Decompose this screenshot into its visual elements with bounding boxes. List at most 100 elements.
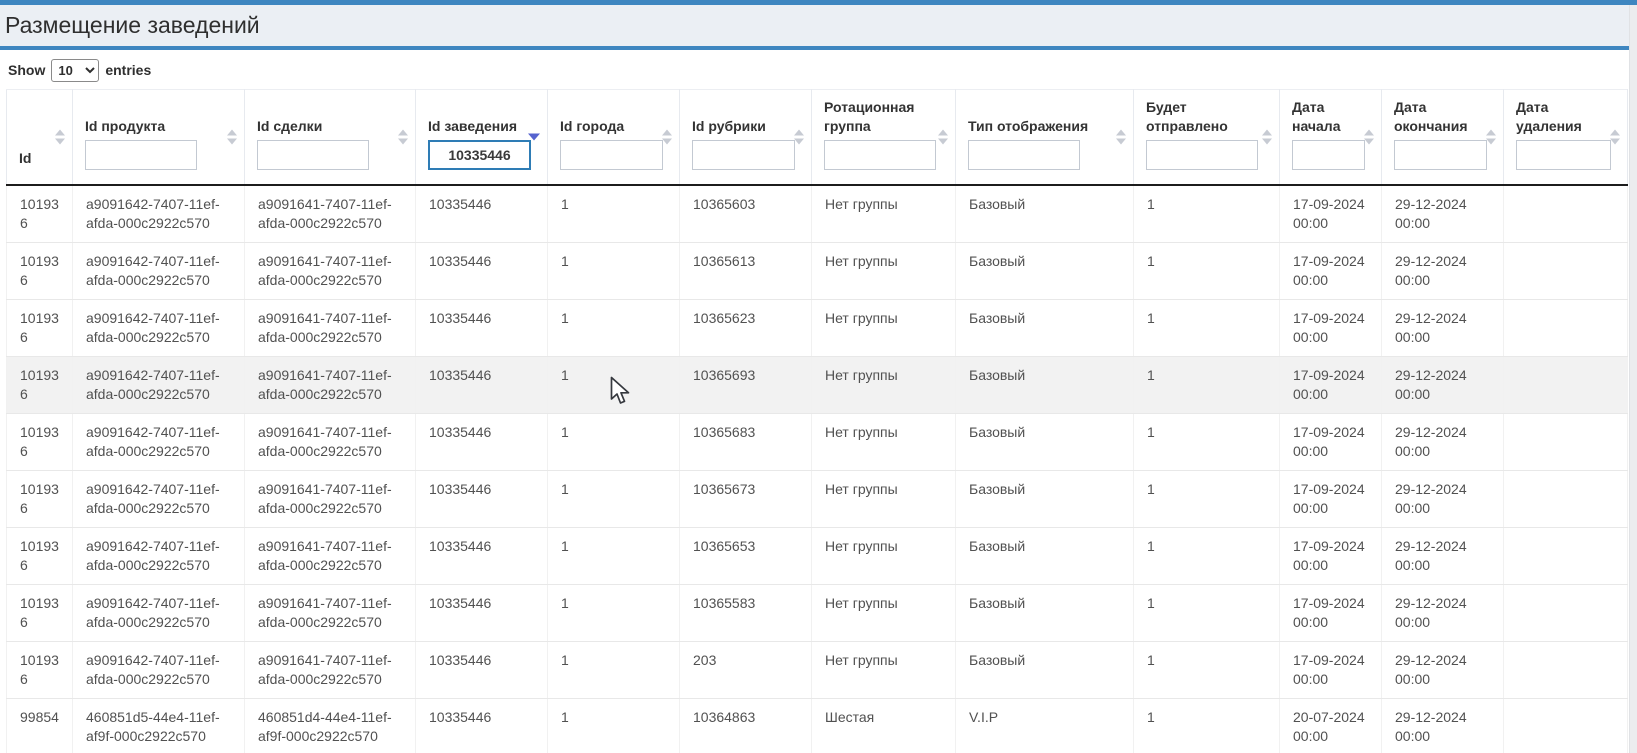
- cell-r7-c11: [1503, 584, 1628, 643]
- cell-r1-c2: a9091641-7407-11ef-afda-000c2922c570: [244, 242, 416, 301]
- cell-r2-c6: Нет группы: [811, 299, 956, 358]
- cell-r7-c7: Базовый: [955, 584, 1134, 643]
- column-label: Id сделки: [257, 118, 323, 135]
- scrollbar-track[interactable]: [1629, 5, 1637, 753]
- cell-r2-c8: 1: [1133, 299, 1280, 358]
- table-row[interactable]: 101936 a9091642-7407-11ef-afda-000c2922c5…: [6, 641, 1628, 700]
- cell-r2-c2: a9091641-7407-11ef-afda-000c2922c570: [244, 299, 416, 358]
- table-row[interactable]: 101936 a9091642-7407-11ef-afda-000c2922c5…: [6, 527, 1628, 586]
- column-header-8[interactable]: Будет отправлено: [1133, 88, 1280, 187]
- table-row[interactable]: 101936 a9091642-7407-11ef-afda-000c2922c5…: [6, 470, 1628, 529]
- cell-r4-c7: Базовый: [955, 413, 1134, 472]
- filter-input-8[interactable]: [1146, 140, 1258, 171]
- table-row[interactable]: 99854 460851d5-44e4-11ef-af9f-000c2922c57…: [6, 698, 1628, 753]
- column-label: Ротационная группа: [824, 99, 915, 135]
- sort-desc-icon[interactable]: [528, 133, 540, 141]
- column-label: Дата удаления: [1516, 99, 1582, 135]
- cell-r7-c5: 10365583: [679, 584, 812, 643]
- cell-r6-c1: a9091642-7407-11ef-afda-000c2922c570: [72, 527, 245, 586]
- cell-r1-c3: 10335446: [415, 242, 548, 301]
- page-length-select[interactable]: 10: [51, 58, 100, 82]
- cell-r8-c2: a9091641-7407-11ef-afda-000c2922c570: [244, 641, 416, 700]
- table-row[interactable]: 101936 a9091642-7407-11ef-afda-000c2922c5…: [6, 413, 1628, 472]
- cell-r9-c11: [1503, 698, 1628, 753]
- column-header-3[interactable]: Id заведения: [415, 88, 548, 187]
- cell-r1-c1: a9091642-7407-11ef-afda-000c2922c570: [72, 242, 245, 301]
- sort-icon[interactable]: [227, 129, 237, 145]
- sort-icon[interactable]: [1364, 129, 1374, 145]
- column-header-0[interactable]: Id: [6, 88, 73, 187]
- cell-r0-c6: Нет группы: [811, 185, 956, 244]
- column-header-4[interactable]: Id города: [547, 88, 680, 187]
- cell-r8-c0: 101936: [6, 641, 73, 700]
- table-row[interactable]: 101936 a9091642-7407-11ef-afda-000c2922c5…: [6, 185, 1628, 244]
- filter-input-7[interactable]: [968, 140, 1080, 171]
- table-row[interactable]: 101936 a9091642-7407-11ef-afda-000c2922c5…: [6, 584, 1628, 643]
- show-label: Show: [8, 62, 46, 79]
- cell-r4-c2: a9091641-7407-11ef-afda-000c2922c570: [244, 413, 416, 472]
- cell-r0-c10: 29-12-2024 00:00: [1381, 185, 1504, 244]
- cell-r3-c10: 29-12-2024 00:00: [1381, 356, 1504, 415]
- sort-icon[interactable]: [662, 129, 672, 145]
- column-header-10[interactable]: Дата окончания: [1381, 88, 1504, 187]
- cell-r7-c3: 10335446: [415, 584, 548, 643]
- cell-r2-c5: 10365623: [679, 299, 812, 358]
- cell-r0-c9: 17-09-2024 00:00: [1279, 185, 1382, 244]
- cell-r1-c5: 10365613: [679, 242, 812, 301]
- cell-r4-c1: a9091642-7407-11ef-afda-000c2922c570: [72, 413, 245, 472]
- column-header-11[interactable]: Дата удаления: [1503, 88, 1628, 187]
- cell-r6-c0: 101936: [6, 527, 73, 586]
- cell-r5-c8: 1: [1133, 470, 1280, 529]
- cell-r1-c4: 1: [547, 242, 680, 301]
- table-row[interactable]: 101936 a9091642-7407-11ef-afda-000c2922c5…: [6, 299, 1628, 358]
- cell-r6-c4: 1: [547, 527, 680, 586]
- cell-r3-c0: 101936: [6, 356, 73, 415]
- column-header-7[interactable]: Тип отображения: [955, 88, 1134, 187]
- cell-r2-c4: 1: [547, 299, 680, 358]
- filter-input-1[interactable]: [85, 140, 197, 171]
- cell-r3-c4: 1: [547, 356, 680, 415]
- sort-icon[interactable]: [794, 129, 804, 145]
- cell-r7-c9: 17-09-2024 00:00: [1279, 584, 1382, 643]
- table-row[interactable]: 101936 a9091642-7407-11ef-afda-000c2922c5…: [6, 242, 1628, 301]
- column-label: Дата начала: [1292, 99, 1341, 135]
- cell-r5-c4: 1: [547, 470, 680, 529]
- column-header-6[interactable]: Ротационная группа: [811, 88, 956, 187]
- column-header-2[interactable]: Id сделки: [244, 88, 416, 187]
- filter-input-9[interactable]: [1292, 140, 1365, 171]
- filter-input-6[interactable]: [824, 140, 936, 171]
- cell-r6-c9: 17-09-2024 00:00: [1279, 527, 1382, 586]
- filter-input-2[interactable]: [257, 140, 369, 171]
- filter-input-3[interactable]: [428, 140, 531, 171]
- cell-r7-c2: a9091641-7407-11ef-afda-000c2922c570: [244, 584, 416, 643]
- cell-r3-c11: [1503, 356, 1628, 415]
- sort-icon[interactable]: [938, 129, 948, 145]
- column-label: Id рубрики: [692, 118, 766, 135]
- sort-icon[interactable]: [55, 129, 65, 145]
- sort-icon[interactable]: [1486, 129, 1496, 145]
- cell-r6-c2: a9091641-7407-11ef-afda-000c2922c570: [244, 527, 416, 586]
- column-header-5[interactable]: Id рубрики: [679, 88, 812, 187]
- cell-r8-c11: [1503, 641, 1628, 700]
- sort-icon[interactable]: [1610, 129, 1620, 145]
- cell-r5-c1: a9091642-7407-11ef-afda-000c2922c570: [72, 470, 245, 529]
- table-row[interactable]: 101936 a9091642-7407-11ef-afda-000c2922c5…: [6, 356, 1628, 415]
- table-header: Id Id продукта Id сделки Id заведения Id гор…: [6, 88, 1628, 187]
- filter-input-5[interactable]: [692, 140, 795, 171]
- cell-r9-c1: 460851d5-44e4-11ef-af9f-000c2922c570: [72, 698, 245, 753]
- cell-r3-c2: a9091641-7407-11ef-afda-000c2922c570: [244, 356, 416, 415]
- cell-r0-c4: 1: [547, 185, 680, 244]
- sort-icon[interactable]: [398, 129, 408, 145]
- cell-r3-c8: 1: [1133, 356, 1280, 415]
- column-header-1[interactable]: Id продукта: [72, 88, 245, 187]
- column-header-9[interactable]: Дата начала: [1279, 88, 1382, 187]
- cell-r9-c0: 99854: [6, 698, 73, 753]
- filter-input-11[interactable]: [1516, 140, 1611, 171]
- cell-r0-c5: 10365603: [679, 185, 812, 244]
- sort-icon[interactable]: [1116, 129, 1126, 145]
- sort-icon[interactable]: [1262, 129, 1272, 145]
- cell-r9-c5: 10364863: [679, 698, 812, 753]
- filter-input-10[interactable]: [1394, 140, 1487, 171]
- cell-r6-c11: [1503, 527, 1628, 586]
- filter-input-4[interactable]: [560, 140, 663, 171]
